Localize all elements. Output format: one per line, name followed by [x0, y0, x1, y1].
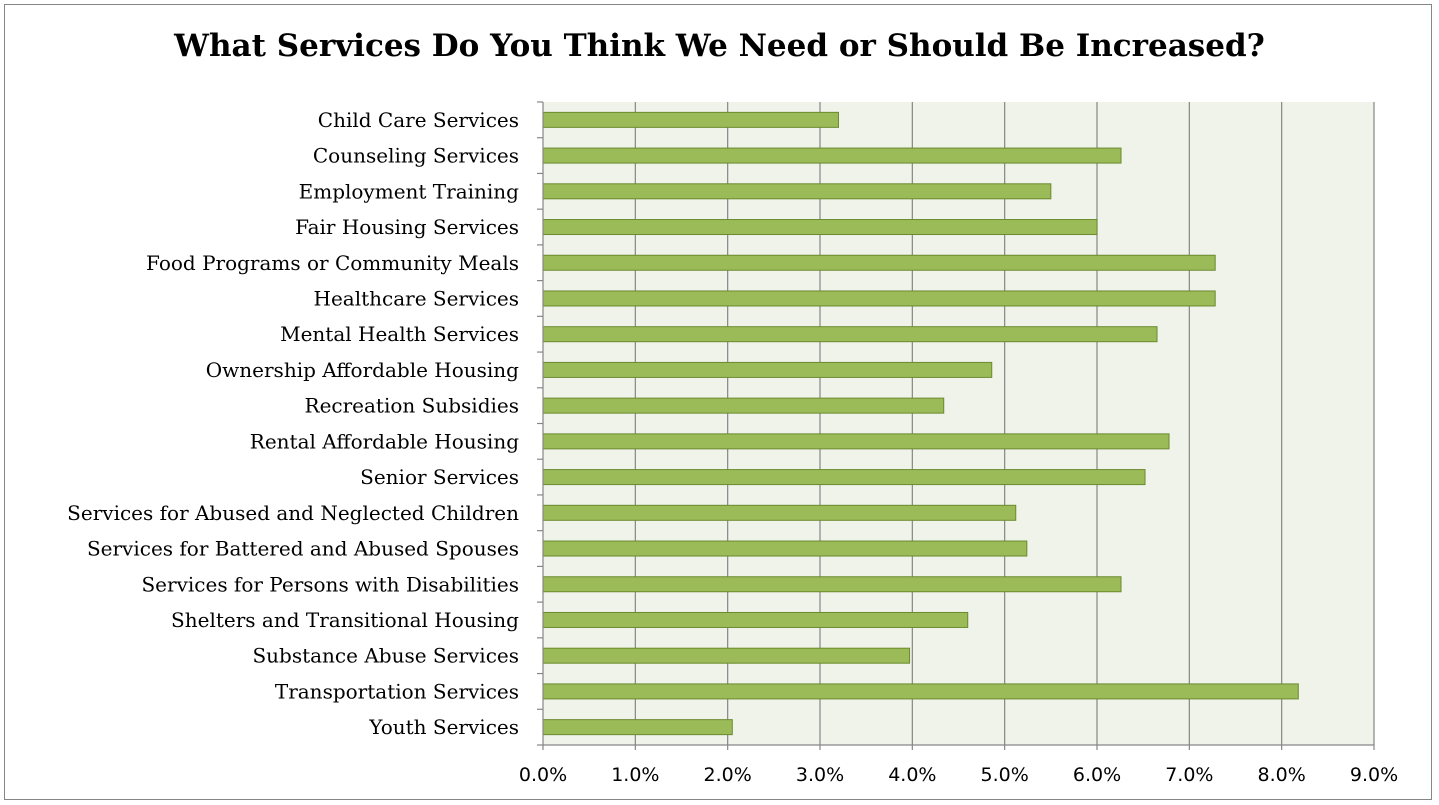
x-tick-label: 2.0%: [704, 764, 752, 786]
category-label: Child Care Services: [318, 108, 519, 132]
bar: [542, 326, 1158, 343]
category-label: Youth Services: [368, 715, 519, 739]
category-label: Fair Housing Services: [295, 215, 519, 239]
axes: [537, 101, 1374, 750]
plot-area: [543, 102, 1374, 745]
grid-lines: [634, 102, 1375, 750]
bar: [542, 147, 1122, 164]
x-tick-label: 0.0%: [519, 764, 567, 786]
bars: [542, 111, 1299, 736]
bar: [542, 397, 945, 414]
category-label: Employment Training: [299, 179, 520, 203]
bar: [542, 683, 1299, 700]
x-tick-label: 1.0%: [611, 764, 659, 786]
x-tick-label: 4.0%: [888, 764, 936, 786]
x-tick-label: 8.0%: [1258, 764, 1306, 786]
bar: [542, 504, 1017, 521]
bar: [542, 361, 993, 378]
category-label: Food Programs or Community Meals: [146, 251, 519, 275]
bar: [542, 290, 1216, 307]
x-tick-label: 7.0%: [1165, 764, 1213, 786]
category-label: Services for Persons with Disabilities: [141, 572, 519, 596]
x-tick-labels: 0.0% 1.0% 2.0% 3.0% 4.0% 5.0% 6.0% 7.0% 8.0% 9.0%: [519, 764, 1398, 786]
chart-title: What Services Do You Think We Need or Sh…: [174, 28, 1265, 64]
category-label: Rental Affordable Housing: [250, 429, 519, 453]
bar: [542, 469, 1146, 486]
category-label: Mental Health Services: [280, 322, 519, 346]
x-tick-label: 9.0%: [1350, 764, 1398, 786]
category-label: Recreation Subsidies: [305, 394, 519, 418]
x-tick-label: 5.0%: [981, 764, 1029, 786]
bar: [542, 254, 1216, 271]
bar: [542, 219, 1098, 236]
bar: [542, 183, 1052, 200]
x-tick-label: 6.0%: [1073, 764, 1121, 786]
bar: [542, 576, 1122, 593]
bar: [542, 647, 911, 664]
category-label: Substance Abuse Services: [252, 644, 519, 668]
category-label: Services for Abused and Neglected Childr…: [67, 501, 519, 525]
category-label: Shelters and Transitional Housing: [171, 608, 519, 632]
category-labels: Child Care Services Counseling Services Em…: [67, 108, 519, 739]
category-label: Healthcare Services: [314, 286, 520, 310]
x-tick-label: 3.0%: [796, 764, 844, 786]
category-label: Ownership Affordable Housing: [206, 358, 519, 382]
category-label: Senior Services: [360, 465, 519, 489]
bar: [542, 111, 839, 128]
category-label: Transportation Services: [275, 679, 519, 703]
bar: [542, 433, 1170, 450]
bar: [542, 719, 733, 736]
category-label: Counseling Services: [313, 144, 519, 168]
bar: [542, 611, 969, 628]
bar: [542, 540, 1028, 557]
category-label: Services for Battered and Abused Spouses: [87, 537, 519, 561]
